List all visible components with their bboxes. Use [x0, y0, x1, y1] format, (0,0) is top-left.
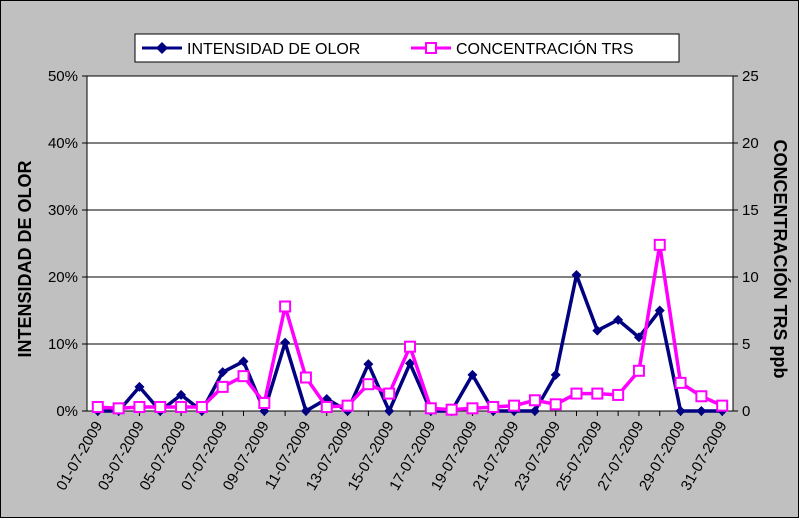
data-point-intensidad	[654, 305, 665, 316]
right-axis-ticks: 0 5 10 15 20 25	[733, 68, 759, 420]
left-tick-label: 50%	[48, 68, 78, 85]
data-point-intensidad	[467, 369, 478, 380]
data-point-intensidad	[529, 406, 540, 416]
data-point-intensidad	[550, 369, 561, 380]
data-point-trs	[279, 300, 292, 313]
data-point-intensidad	[134, 381, 145, 392]
data-point-trs	[445, 403, 458, 416]
data-point-trs	[195, 400, 208, 413]
data-point-intensidad	[217, 367, 228, 378]
data-point-trs	[716, 399, 729, 412]
data-point-trs	[362, 378, 375, 391]
right-tick-label: 10	[742, 269, 759, 286]
data-point-trs	[216, 380, 229, 393]
data-point-trs	[487, 400, 500, 413]
left-tick-label: 0%	[56, 403, 78, 420]
data-point-intensidad	[384, 406, 395, 416]
data-point-trs	[112, 402, 125, 415]
left-tick-label: 10%	[48, 336, 78, 353]
data-point-trs	[175, 400, 188, 413]
legend: INTENSIDAD DE OLOR CONCENTRACIÓN TRS	[134, 33, 680, 63]
data-point-trs	[528, 394, 541, 407]
data-point-intensidad	[675, 406, 686, 416]
left-axis-title: INTENSIDAD DE OLOR	[15, 160, 35, 357]
left-tick-label: 40%	[48, 135, 78, 152]
right-tick-label: 0	[742, 403, 750, 420]
data-point-trs	[674, 376, 687, 389]
right-tick-label: 15	[742, 202, 759, 219]
data-point-intensidad	[592, 325, 603, 336]
data-point-trs	[154, 400, 167, 413]
data-point-trs	[612, 388, 625, 401]
data-point-trs	[91, 400, 104, 413]
right-tick-label: 20	[742, 135, 759, 152]
data-point-intensidad	[363, 359, 374, 370]
data-point-trs	[404, 340, 416, 353]
data-point-trs	[299, 371, 312, 384]
data-point-trs	[653, 238, 666, 251]
data-point-intensidad	[571, 269, 582, 280]
data-point-trs	[237, 370, 250, 383]
legend-box	[134, 33, 680, 63]
left-tick-label: 20%	[48, 269, 78, 286]
data-point-trs	[466, 402, 479, 415]
data-point-trs	[320, 400, 333, 413]
data-point-trs	[591, 387, 604, 400]
series-layer	[91, 238, 729, 416]
left-tick-label: 30%	[48, 202, 78, 219]
data-point-intensidad	[696, 406, 707, 416]
right-tick-label: 25	[742, 68, 759, 85]
right-tick-label: 5	[742, 336, 750, 353]
right-axis-title: CONCENTRACIÓN TRS ppb	[770, 140, 791, 379]
data-point-intensidad	[238, 356, 249, 367]
legend-marker-intensidad	[156, 42, 168, 54]
data-point-trs	[508, 399, 521, 412]
data-point-intensidad	[176, 389, 187, 400]
data-point-trs	[258, 396, 271, 409]
data-point-trs	[549, 398, 562, 411]
x-axis-ticks: 01-07-200903-07-200905-07-200907-07-2009…	[53, 411, 731, 493]
data-point-intensidad	[405, 358, 415, 369]
legend-label-intensidad: INTENSIDAD DE OLOR	[187, 41, 360, 58]
data-point-trs	[341, 399, 354, 412]
left-axis-ticks: 0% 10% 20% 30% 40% 50%	[48, 68, 87, 420]
data-point-trs	[695, 390, 708, 403]
data-point-trs	[570, 387, 583, 400]
data-point-trs	[424, 402, 437, 415]
data-point-trs	[133, 400, 146, 413]
data-point-trs	[383, 387, 396, 400]
data-point-intensidad	[613, 314, 624, 325]
legend-label-trs: CONCENTRACIÓN TRS	[456, 39, 634, 58]
data-point-intensidad	[280, 337, 291, 348]
data-point-intensidad	[300, 406, 311, 416]
plot-area	[86, 75, 734, 412]
data-point-intensidad	[633, 332, 644, 343]
legend-marker-trs	[425, 42, 437, 54]
data-point-trs	[632, 364, 645, 377]
